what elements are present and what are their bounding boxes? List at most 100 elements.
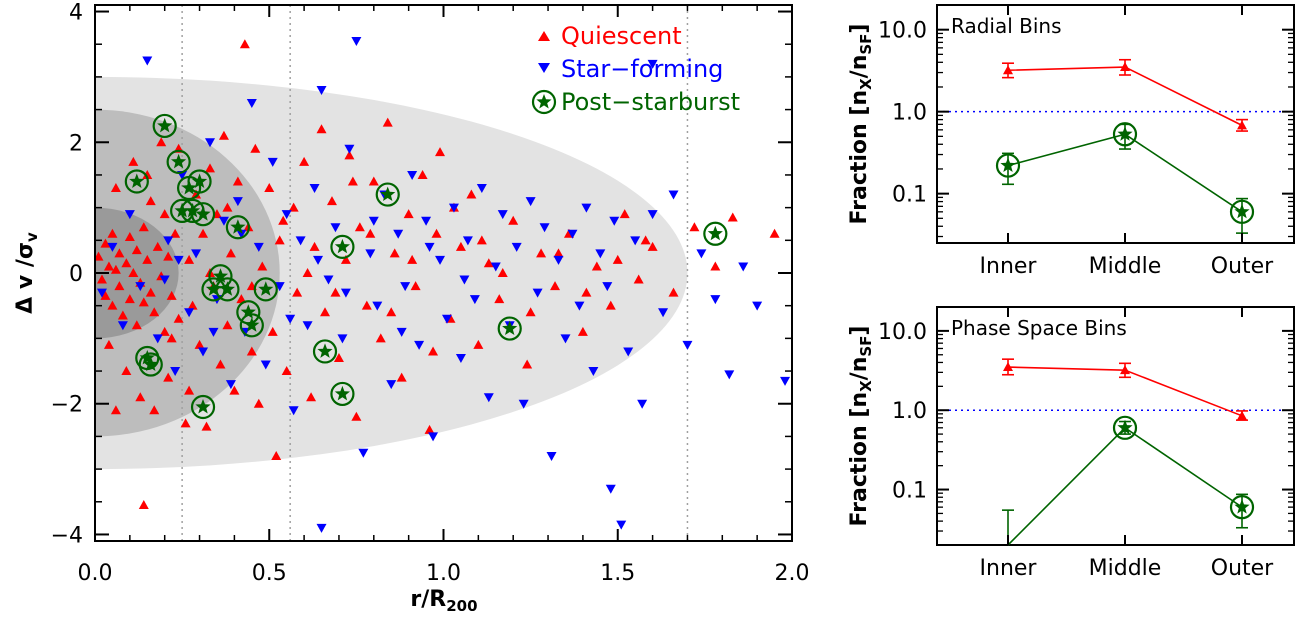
star-forming-point — [135, 282, 146, 292]
quiescent-point — [396, 372, 407, 382]
legend-post-starburst-marker — [531, 89, 557, 115]
star-forming-point — [351, 36, 362, 46]
radial-panel-title: Radial Bins — [951, 14, 1062, 38]
star-forming-point — [623, 347, 634, 357]
post-starburst-point — [152, 113, 177, 139]
post-starburst-point — [253, 277, 278, 302]
legend-quiescent-marker — [538, 31, 550, 41]
quiescent-point — [138, 222, 149, 232]
star-forming-point — [232, 197, 243, 207]
phase-y-tick-label: 1.0 — [892, 399, 927, 424]
quiescent-point — [205, 163, 216, 173]
phase-category-label: Outer — [1211, 556, 1274, 581]
legend-star-forming-label: Star−forming — [561, 55, 723, 83]
quiescent-point — [218, 130, 229, 140]
quiescent-point — [292, 287, 303, 297]
star-forming-point — [738, 262, 749, 272]
star-forming-point — [581, 203, 592, 213]
quiescent-point — [194, 339, 205, 349]
star-forming-point — [424, 242, 435, 252]
quiescent-point — [138, 500, 149, 510]
radial-quiescent-point — [1237, 120, 1247, 130]
quiescent-point — [124, 294, 135, 304]
quiescent-point — [612, 254, 623, 264]
post-starburst-point — [215, 277, 240, 302]
legend-quiescent-label: Quiescent — [561, 22, 682, 50]
star-forming-point — [459, 275, 470, 285]
quiescent-point — [128, 268, 139, 277]
quiescent-point — [647, 241, 658, 251]
star-forming-point — [295, 236, 306, 246]
quiescent-point — [483, 258, 494, 268]
quiescent-point — [117, 310, 128, 320]
quiescent-point — [159, 209, 170, 219]
quiescent-point — [152, 241, 163, 251]
quiescent-point — [215, 359, 226, 369]
legend-star-forming-marker — [538, 63, 550, 73]
quiescent-point — [121, 366, 132, 376]
star-forming-point — [724, 370, 735, 380]
quiescent-point — [138, 297, 149, 307]
quiescent-point — [407, 254, 418, 264]
star-forming-point — [518, 399, 529, 409]
quiescent-point — [253, 398, 264, 408]
quiescent-point — [110, 405, 121, 415]
star-forming-point — [428, 432, 439, 442]
star-forming-point — [288, 406, 299, 416]
star-forming-point — [696, 249, 707, 259]
quiescent-point — [640, 235, 651, 245]
star-forming-point — [682, 340, 693, 350]
quiescent-point — [222, 320, 233, 330]
quiescent-point — [410, 281, 421, 291]
quiescent-point — [525, 307, 536, 317]
quiescent-point — [769, 228, 780, 238]
legend-post-starburst-label: Post−starburst — [561, 88, 740, 116]
star-forming-point — [647, 59, 658, 69]
phase-series — [937, 358, 1294, 546]
quiescent-point — [344, 150, 355, 160]
quiescent-point — [424, 424, 435, 434]
quiescent-point — [326, 196, 337, 206]
quiescent-point — [257, 261, 268, 271]
quiescent-point — [288, 202, 299, 212]
quiescent-point — [159, 326, 170, 336]
star-forming-point — [253, 242, 264, 252]
star-forming-point — [386, 380, 397, 390]
main-x-axis-title: r/R200 — [410, 587, 477, 615]
star-forming-point — [441, 314, 452, 324]
legend-post-starburst: Post−starburst — [531, 88, 740, 116]
quiescent-point — [198, 228, 209, 238]
star-forming-point — [323, 275, 334, 285]
star-forming-point — [497, 210, 508, 220]
post-starburst-point — [239, 313, 264, 338]
phase-space-panel: 0.0 0.5 1.0 1.5 2.0 4 2 0 −2 −4 Quiescent Star−fo… — [13, 1, 810, 615]
main-y-axis-title: Δ v /σv — [13, 232, 41, 314]
star-forming-point — [616, 520, 627, 530]
x-tick-label: 2.0 — [775, 561, 810, 586]
quiescent-point — [316, 124, 327, 134]
star-forming-point — [225, 380, 236, 390]
quiescent-point — [668, 287, 679, 297]
quiescent-point — [550, 281, 561, 291]
quiescent-point — [710, 261, 721, 271]
post-starburst-point — [225, 215, 250, 240]
star-forming-point — [142, 56, 153, 66]
radial-y-tick-label: 0.1 — [892, 183, 927, 208]
legend: Quiescent Star−forming Post−starburst — [531, 22, 740, 116]
star-forming-point — [205, 138, 216, 148]
quiescent-point — [351, 411, 362, 421]
quiescent-point — [320, 307, 331, 317]
star-forming-point — [236, 229, 247, 239]
star-forming-point — [630, 236, 641, 246]
quiescent-point — [166, 333, 177, 343]
quiescent-point — [100, 238, 111, 248]
quiescent-point — [131, 320, 142, 330]
star-forming-point — [267, 157, 278, 167]
star-forming-point — [560, 334, 571, 344]
star-forming-point — [173, 255, 184, 265]
radial-quiescent-point — [1120, 62, 1130, 72]
quiescent-point — [110, 183, 121, 193]
phase-post-starburst-line — [1007, 426, 1243, 546]
star-forming-point — [316, 85, 327, 95]
